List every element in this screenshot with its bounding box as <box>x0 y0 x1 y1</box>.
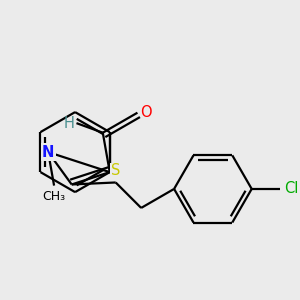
Text: S: S <box>111 163 120 178</box>
Text: Cl: Cl <box>284 182 298 196</box>
Text: N: N <box>42 145 54 160</box>
Text: H: H <box>64 116 74 130</box>
Text: CH₃: CH₃ <box>43 190 66 203</box>
Text: O: O <box>141 105 152 120</box>
